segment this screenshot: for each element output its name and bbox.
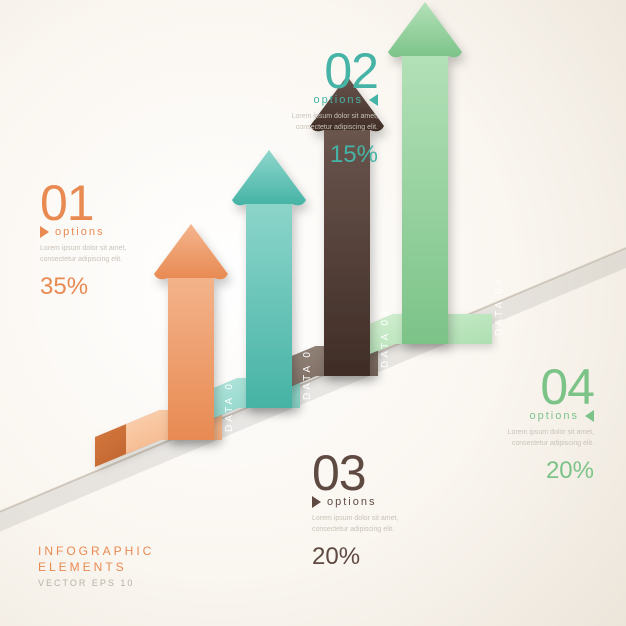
data-label-3: DATA 03: [380, 308, 391, 368]
chevron-right-icon: [312, 496, 321, 508]
option-number: 02: [260, 46, 378, 96]
chevron-left-icon: [585, 410, 594, 422]
options-label: options: [327, 496, 376, 508]
percent-value: 35%: [40, 273, 158, 301]
title-line-1: INFOGRAPHIC: [38, 544, 154, 558]
option-card-4: 04 options Lorem ipsum dolor sit amet, c…: [494, 362, 594, 485]
option-number: 03: [312, 448, 430, 498]
option-number: 01: [40, 178, 158, 228]
percent-value: 20%: [494, 457, 594, 485]
lorem-text: Lorem ipsum dolor sit amet, consectetur …: [494, 428, 594, 449]
lorem-text: Lorem ipsum dolor sit amet, consectetur …: [260, 112, 378, 133]
title-line-2: ELEMENTS: [38, 560, 154, 574]
option-card-3: 03 options Lorem ipsum dolor sit amet, c…: [312, 448, 430, 571]
options-label: options: [314, 94, 363, 106]
chevron-right-icon: [40, 226, 49, 238]
options-label: options: [530, 410, 579, 422]
infographic-stage: DATA 04 DATA 03 DATA 02 DATA 01 01 optio…: [0, 0, 626, 626]
arrow-4: [388, 2, 462, 344]
chevron-left-icon: [369, 94, 378, 106]
data-label-1: DATA 01: [224, 372, 235, 432]
footer-title: INFOGRAPHIC ELEMENTS VECTOR EPS 10: [38, 544, 154, 588]
percent-value: 20%: [312, 543, 430, 571]
percent-value: 15%: [260, 141, 378, 169]
lorem-text: Lorem ipsum dolor sit amet, consectetur …: [40, 244, 158, 265]
subtitle: VECTOR EPS 10: [38, 578, 154, 588]
data-label-2: DATA 02: [302, 340, 313, 400]
option-number: 04: [494, 362, 594, 412]
option-card-2: 02 options Lorem ipsum dolor sit amet, c…: [260, 46, 378, 169]
options-label: options: [55, 226, 104, 238]
option-card-1: 01 options Lorem ipsum dolor sit amet, c…: [40, 178, 158, 301]
data-label-4: DATA 04: [494, 276, 505, 336]
lorem-text: Lorem ipsum dolor sit amet, consectetur …: [312, 514, 430, 535]
